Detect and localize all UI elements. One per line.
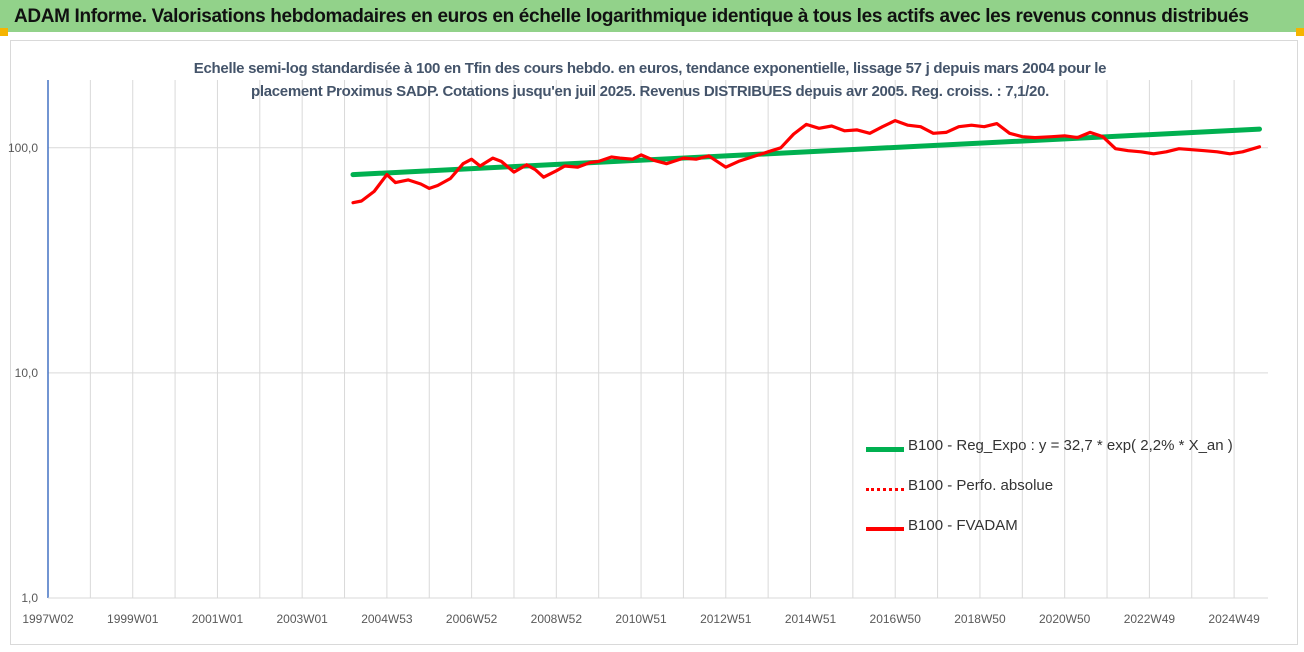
- title-corner-marker: [0, 28, 8, 36]
- x-tick-label: 2006W52: [446, 612, 498, 626]
- chart-title: ADAM Informe. Valorisations hebdomadaire…: [14, 6, 1249, 27]
- title-bar: ADAM Informe. Valorisations hebdomadaire…: [0, 0, 1304, 36]
- plot-area: [10, 40, 1298, 645]
- axis-layer: 1997W02 1999W01 2001W01 2003W01 2004W53 2006W…: [8, 80, 1268, 626]
- series-layer: [350, 118, 1262, 205]
- subtitle-line-1: Echelle semi-log standardisée à 100 en T…: [193, 60, 1107, 77]
- x-tick-label: 2016W50: [870, 612, 922, 626]
- x-tick-label: 2014W51: [785, 612, 837, 626]
- title-corner-marker: [1296, 28, 1304, 36]
- x-tick-label: 2004W53: [361, 612, 413, 626]
- x-tick-label: 1997W02: [22, 612, 74, 626]
- y-tick-label: 100,0: [8, 141, 38, 155]
- x-tick-label: 2012W51: [700, 612, 752, 626]
- y-tick-label: 10,0: [15, 366, 39, 380]
- chart-subtitle: Echelle semi-log standardisée à 100 en T…: [170, 57, 1130, 103]
- series-line-0: [350, 126, 1262, 178]
- y-tick-label: 1,0: [21, 591, 38, 605]
- x-tick-label: 2024W49: [1208, 612, 1260, 626]
- x-tick-label: 2008W52: [531, 612, 583, 626]
- grid-layer: [47, 80, 1268, 599]
- x-tick-label: 1999W01: [107, 612, 159, 626]
- legend-label-fvadam: B100 - FVADAM: [908, 517, 1018, 534]
- x-tick-label: 2022W49: [1124, 612, 1176, 626]
- x-tick-label: 2003W01: [276, 612, 328, 626]
- legend-label-perfo-absolue: B100 - Perfo. absolue: [908, 477, 1054, 494]
- legend-swatch-fvadam: [866, 527, 904, 531]
- legend-label-regression: B100 - Reg_Expo : y = 32,7 * exp( 2,2% *…: [908, 437, 1233, 454]
- x-tick-label: 2010W51: [615, 612, 667, 626]
- legend-swatch-regression: [866, 447, 904, 452]
- x-tick-label: 2018W50: [954, 612, 1006, 626]
- x-tick-label: 2001W01: [192, 612, 244, 626]
- series-line-2: [351, 118, 1262, 205]
- x-tick-label: 2020W50: [1039, 612, 1091, 626]
- legend-swatch-perfo-absolue: [866, 488, 904, 491]
- subtitle-line-2: placement Proximus SADP. Cotations jusqu…: [250, 83, 1049, 100]
